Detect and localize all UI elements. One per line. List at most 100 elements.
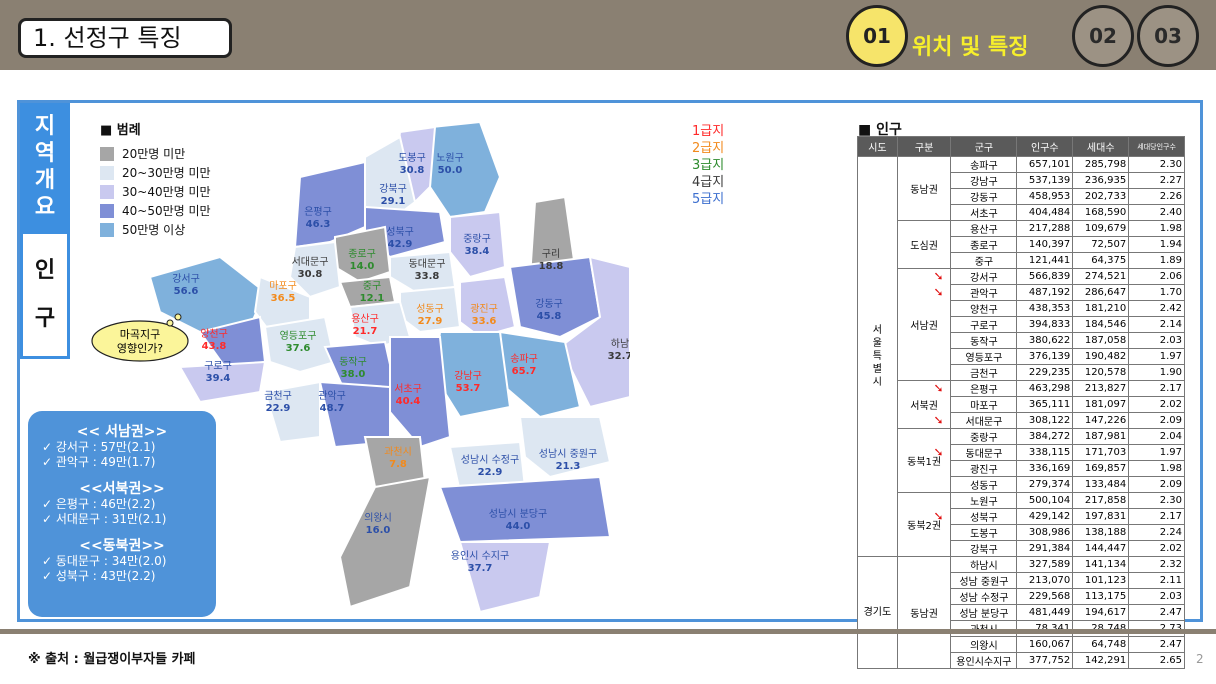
value-cell: 121,441 [1016,252,1074,269]
district-name-label: 광진구 [470,303,498,315]
value-cell: 213,827 [1072,380,1130,397]
value-cell: 101,123 [1072,572,1130,589]
value-cell: 194,617 [1072,604,1130,621]
district-value-label: 50.0 [438,165,463,176]
value-cell: 2.42 [1128,300,1185,317]
district-shape [518,416,612,479]
value-cell: 138,188 [1072,524,1130,541]
content-panel: 지 역 개 요 인 구 [17,100,1203,669]
district-name-label: 성남시 수정구 [461,454,519,466]
value-cell: 187,981 [1072,428,1130,445]
step-01-button[interactable]: 01 [846,5,908,67]
value-cell: 2.06 [1128,268,1185,285]
tab-population[interactable]: 인 구 [20,231,70,359]
table-row: 동북1권 중랑구 384,272 187,981 2.04 [858,428,1185,493]
district-name-label: 의왕시 [364,512,392,524]
table-row: 관악구 ➘ 487,192 286,647 1.70 [858,284,1185,301]
district-value-label: 43.8 [202,341,227,352]
group-cell: 서북권 [896,380,952,429]
district-cell: 용산구 [950,220,1018,237]
district-value-label: 38.4 [465,246,490,257]
col-header: 세대당인구수 [1128,136,1185,157]
seoul-district-map: 도봉구30.8노원구50.0강북구29.1은평구46.3성북구42.9종로구14… [150,120,630,614]
value-cell: 2.02 [1128,540,1185,557]
value-cell: 160,067 [1016,636,1074,653]
value-cell: 2.32 [1128,556,1185,573]
table-row: 금천구 229,235 120,578 1.90 [858,364,1185,381]
district-name-label: 서대문구 [292,256,329,268]
tab-char: 지 [34,114,56,139]
district-value-label: 46.3 [306,219,331,230]
value-cell: 2.47 [1128,636,1185,653]
district-cell: 성남 분당구 [950,604,1018,621]
legend-item: 50만명 이상 [100,220,211,239]
tab-char: 요 [34,195,56,220]
district-value-label: 22.9 [266,403,291,414]
value-cell: 171,703 [1072,444,1130,461]
district-name-label: 하남 [611,337,629,350]
legend-label: 50만명 이상 [122,223,186,237]
district-cell: 구로구 [950,316,1018,333]
district-value-label: 39.4 [206,373,231,384]
value-cell: 213,070 [1016,572,1074,589]
table-row: 동대문구 ➘ 338,115 171,703 1.97 [858,444,1185,461]
gyeonggi-cell: 경기도 [857,556,898,669]
value-cell: 168,590 [1072,204,1130,221]
footer-divider [0,629,1216,634]
table-row: 도심권 용산구 217,288 109,679 1.98 [858,220,1185,269]
tab-region-overview[interactable]: 지 역 개 요 [20,103,70,231]
district-name-label: 종로구 [348,248,376,260]
value-cell: 394,833 [1016,316,1074,333]
table-row: 경기도 동남권 하남시 327,589 141,134 2.32 [857,556,1185,669]
table-row: 도봉구 308,986 138,188 2.24 [858,524,1185,541]
district-shape [263,315,337,374]
legend-label: 20~30만명 미만 [122,166,211,180]
value-cell: 181,097 [1072,396,1130,413]
district-value-label: 22.9 [478,467,503,478]
district-cell: 동작구 [950,332,1018,349]
step-02-button[interactable]: 02 [1072,5,1134,67]
callout-line-2: 영향인가? [117,342,163,355]
value-cell: 2.47 [1128,604,1185,621]
district-value-label: 30.8 [298,269,323,280]
district-value-label: 53.7 [456,383,481,394]
district-cell: 송파구 [950,156,1018,173]
legend-item: 20만명 미만 [100,144,211,163]
district-cell: 성동구 [950,476,1018,493]
legend-item: 20~30만명 미만 [100,163,211,182]
table-row: 서대문구 ➘ 308,122 147,226 2.09 [858,412,1185,429]
value-cell: 380,622 [1016,332,1074,349]
table-row: 성남 수정구 229,568 113,175 2.03 [858,588,1185,605]
col-header: 세대수 [1072,136,1130,157]
legend-swatch [100,184,114,199]
value-cell: 2.30 [1128,492,1185,509]
value-cell: 291,384 [1016,540,1074,557]
value-cell: 2.27 [1128,172,1185,189]
district-shape [338,475,432,609]
value-cell: 2.40 [1128,204,1185,221]
district-value-label: 65.7 [512,366,537,377]
value-cell: 187,058 [1072,332,1130,349]
step-03-button[interactable]: 03 [1137,5,1199,67]
district-name-label: 노원구 [436,152,464,164]
grade-item: 3급지 [692,158,725,173]
value-cell: 197,831 [1072,508,1130,525]
district-value-label: 56.6 [174,286,199,297]
header-bar: 1. 선정구 특징 01 위치 및 특징 02 03 [0,0,1216,70]
district-value-label: 18.8 [539,261,564,272]
grade-item: 1급지 [692,124,725,139]
district-value-label: 37.6 [286,343,311,354]
summary-item: ✓ 동대문구 : 34만(2.0) [42,554,167,568]
value-cell: 1.94 [1128,236,1185,253]
district-cell: 금천구 [950,364,1018,381]
table-row: 동북2권 노원구 500,104 217,858 2.30 [858,492,1185,557]
district-cell: 성북구 ➘ [933,508,1018,525]
value-cell: 2.14 [1128,316,1185,333]
section-title: <<서북권>> [79,481,165,497]
district-value-label: 32.7 [608,351,630,362]
district-value-label: 21.3 [556,461,581,472]
district-value-label: 14.0 [350,261,375,272]
legend-label: 30~40만명 미만 [122,185,211,199]
district-name-label: 강남구 [454,370,482,382]
